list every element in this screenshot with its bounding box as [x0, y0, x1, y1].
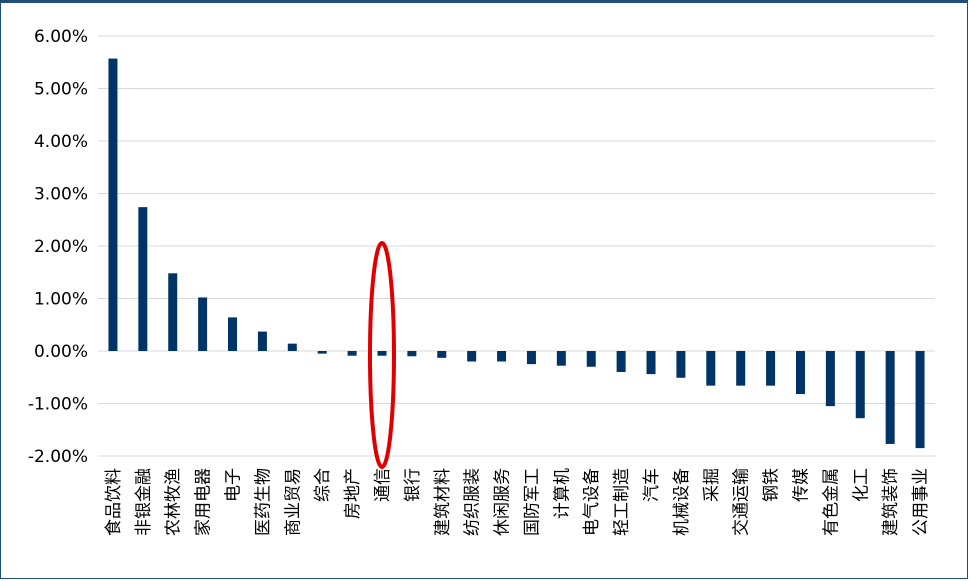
bar	[138, 207, 148, 351]
category-label: 银行	[403, 468, 423, 502]
bar	[377, 351, 387, 356]
category-label: 综合	[313, 468, 333, 502]
y-tick-label: 6.00%	[34, 27, 88, 47]
category-label: 化工	[851, 468, 871, 502]
category-label: 公用事业	[911, 468, 931, 536]
bar	[317, 351, 327, 354]
bar	[257, 331, 267, 351]
category-label: 交通运输	[732, 468, 752, 536]
category-label: 家用电器	[194, 468, 214, 536]
bar	[825, 351, 835, 407]
bar	[526, 351, 536, 365]
bar	[407, 351, 417, 357]
bar	[616, 351, 626, 372]
category-label: 计算机	[552, 468, 572, 519]
y-axis-tick-labels: 6.00% 5.00% 4.00% 3.00% 2.00% 1.00% 0.00% -1.00…	[28, 27, 88, 467]
y-tick-label: 2.00%	[34, 237, 88, 257]
highlight-annotation	[367, 241, 396, 469]
category-label: 纺织服装	[463, 468, 483, 536]
y-tick-label: 4.00%	[34, 132, 88, 152]
category-label: 有色金属	[821, 468, 841, 536]
bar	[915, 351, 925, 449]
category-label: 商业贸易	[283, 468, 303, 536]
category-label: 电子	[224, 468, 244, 502]
bar	[497, 351, 507, 362]
category-label: 采掘	[702, 468, 722, 502]
bar	[108, 58, 118, 351]
highlight-ellipse	[367, 241, 396, 469]
category-label: 电气设备	[582, 468, 602, 536]
y-tick-label: -1.00%	[28, 395, 88, 415]
bar	[586, 351, 596, 367]
category-label: 钢铁	[762, 468, 782, 502]
bar	[168, 273, 178, 351]
bar	[347, 351, 357, 356]
y-tick-label: 5.00%	[34, 80, 88, 100]
bar	[198, 297, 208, 351]
bar	[467, 351, 477, 362]
category-label: 机械设备	[672, 468, 692, 536]
bar	[228, 317, 238, 351]
bar	[885, 351, 895, 444]
bar	[646, 351, 656, 375]
bar	[706, 351, 716, 386]
bar	[556, 351, 566, 366]
x-axis-category-labels: 食品饮料 非银金融 农林牧渔 家用电器 电子 医药生物 商业贸易 综合 房地产 通信 银行 建筑材料纺…	[104, 468, 931, 536]
y-tick-label: -2.00%	[28, 447, 88, 467]
category-label: 轻工制造	[612, 468, 632, 536]
category-label: 建筑材料	[433, 468, 453, 536]
category-label: 通信	[373, 468, 393, 502]
bar	[437, 351, 447, 358]
bar	[795, 351, 805, 395]
category-label: 非银金融	[134, 468, 154, 536]
bar	[676, 351, 686, 378]
bar	[766, 351, 776, 386]
bar	[736, 351, 746, 386]
category-label: 医药生物	[253, 468, 273, 536]
category-label: 休闲服务	[493, 468, 513, 536]
category-label: 农林牧渔	[164, 468, 184, 536]
category-label: 食品饮料	[104, 468, 124, 536]
category-label: 国防军工	[522, 468, 542, 536]
bar	[287, 343, 297, 351]
category-label: 建筑装饰	[881, 468, 901, 536]
y-tick-label: 0.00%	[34, 342, 88, 362]
category-label: 汽车	[642, 468, 662, 502]
bar	[855, 351, 865, 419]
gridlines	[98, 35, 935, 457]
y-tick-label: 3.00%	[34, 185, 88, 205]
y-tick-label: 1.00%	[34, 290, 88, 310]
category-label: 传媒	[791, 468, 811, 502]
bars	[108, 58, 925, 449]
category-label: 房地产	[343, 468, 363, 519]
